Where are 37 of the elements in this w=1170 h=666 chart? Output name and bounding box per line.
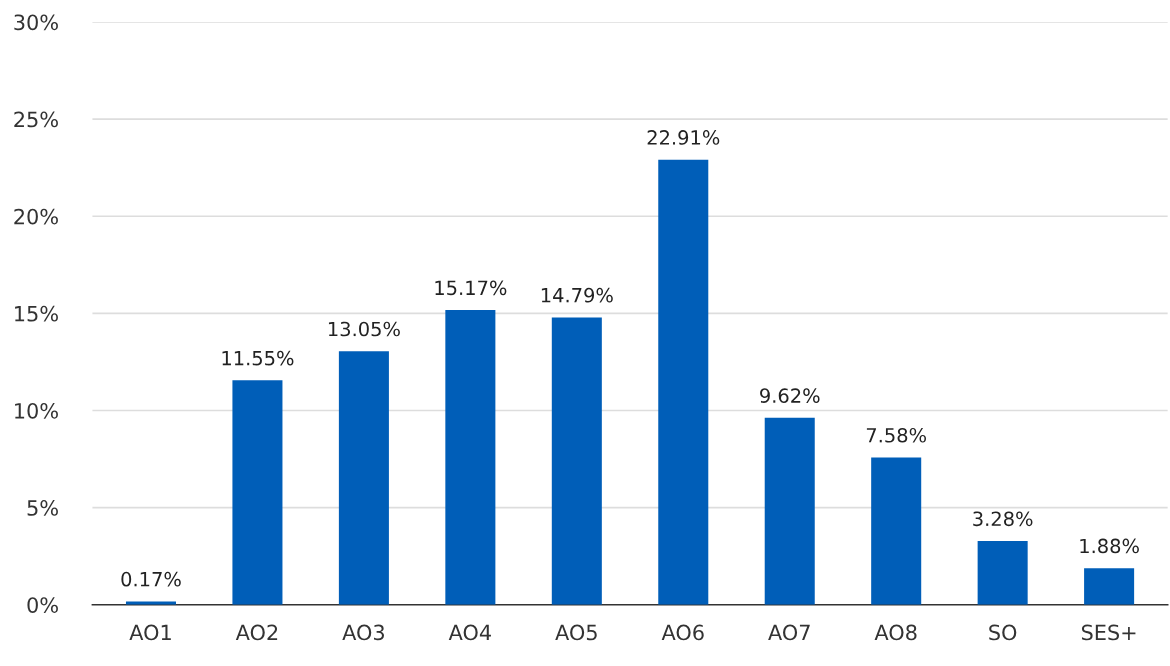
data-label: 14.79% [541, 287, 613, 303]
x-tick-label: AO8 [874, 624, 917, 641]
y-tick-label: 5% [27, 500, 58, 516]
data-label: 7.58% [866, 427, 926, 443]
data-label: 15.17% [435, 280, 507, 296]
y-tick-label: 0% [27, 597, 58, 613]
bar [338, 351, 389, 605]
bar [764, 417, 815, 605]
x-tick-label: AO5 [555, 624, 597, 641]
y-tick-label: 10% [15, 402, 58, 419]
data-label: 22.91% [647, 130, 720, 145]
x-tick-label: AO2 [235, 624, 278, 641]
data-label: 11.55% [222, 350, 294, 366]
data-label: 1.88% [1080, 538, 1139, 554]
x-tick-label: SES+ [1081, 624, 1136, 641]
bar [445, 310, 496, 605]
bar [551, 317, 602, 605]
bar [977, 541, 1028, 605]
x-tick-label: AO6 [661, 624, 704, 641]
data-label: 0.17% [121, 571, 181, 587]
data-label: 13.05% [328, 321, 400, 337]
y-tick-label: 25% [14, 111, 58, 128]
x-tick-label: AO3 [342, 624, 384, 641]
bar [125, 601, 176, 605]
y-tick-label: 20% [14, 208, 58, 225]
data-label: 9.62% [760, 388, 820, 403]
bar [1084, 568, 1135, 605]
bar [658, 159, 709, 605]
x-tick-label: AO4 [448, 624, 491, 641]
y-tick-label: 30% [14, 14, 58, 31]
x-tick-label: AO1 [129, 624, 171, 641]
bar [232, 380, 283, 605]
x-tick-label: SO [989, 624, 1017, 641]
y-tick-label: 15% [15, 305, 58, 322]
x-tick-label: AO7 [768, 624, 810, 641]
bar [871, 457, 922, 605]
data-label: 3.28% [973, 511, 1033, 527]
